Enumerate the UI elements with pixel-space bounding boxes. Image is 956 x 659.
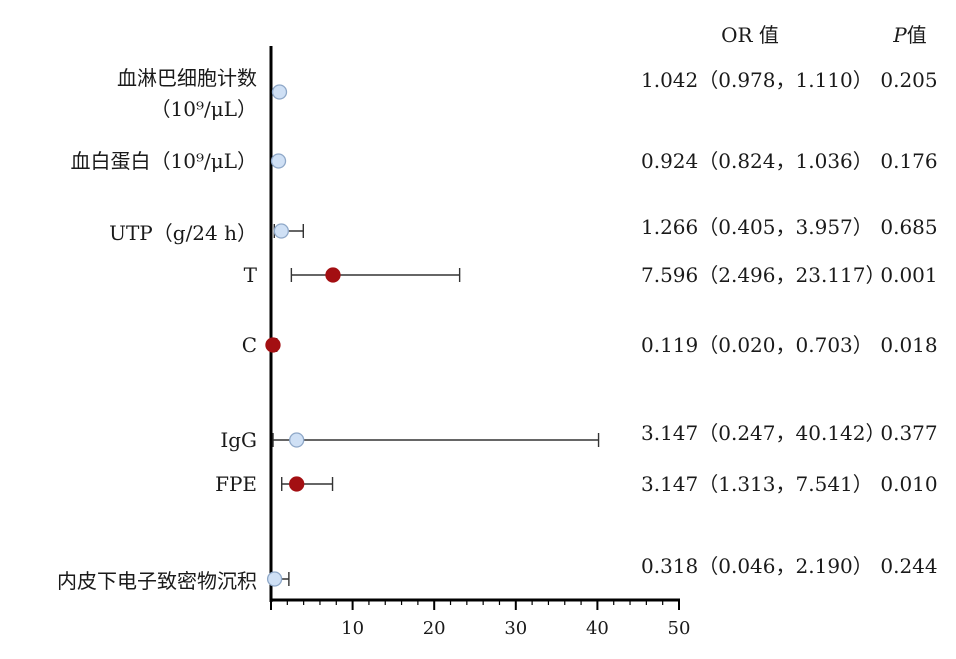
- or-point: [273, 223, 289, 239]
- or-header: OR 值: [721, 23, 779, 47]
- forest-row: T 7.596（2.496，23.117）0.001: [244, 263, 938, 287]
- forest-row: UTP（g/24 h） 1.266（0.405，3.957） 0.685: [109, 215, 938, 245]
- p-header: P值: [892, 23, 926, 47]
- p-header-suffix: 值: [907, 23, 927, 47]
- or-point: [265, 337, 281, 353]
- p-value: 0.205: [880, 68, 937, 92]
- row-label: T: [244, 263, 258, 287]
- forest-rows: 血淋巴细胞计数 （10⁹/μL） 1.042（0.978，1.110） 0.205 血白…: [57, 66, 938, 593]
- p-value: 0.685: [880, 215, 937, 239]
- forest-row: C 0.119（0.020，0.703） 0.018: [242, 333, 938, 357]
- p-header-italic: P: [892, 23, 907, 47]
- x-tick-label: 10: [341, 618, 364, 639]
- p-value: 0.001: [880, 263, 937, 287]
- or-ci-value: 3.147（0.247，40.142）: [641, 421, 886, 445]
- or-point: [289, 476, 305, 492]
- axes: 10 20 30 40 50: [269, 46, 691, 639]
- row-label: （10⁹/μL）: [151, 97, 257, 121]
- x-tick-label: 50: [668, 618, 691, 639]
- x-tick-label: 40: [586, 618, 609, 639]
- p-value: 0.377: [880, 421, 937, 445]
- p-value: 0.018: [880, 333, 937, 357]
- p-value: 0.176: [880, 149, 937, 173]
- p-value: 0.244: [880, 554, 937, 578]
- forest-row: FPE 3.147（1.313，7.541） 0.010: [215, 472, 938, 496]
- or-point: [266, 571, 283, 587]
- forest-row: 内皮下电子致密物沉积 0.318（0.046，2.190） 0.244: [57, 554, 938, 593]
- row-label: FPE: [215, 472, 257, 496]
- row-label: IgG: [220, 428, 257, 452]
- forest-row: 血淋巴细胞计数 （10⁹/μL） 1.042（0.978，1.110） 0.205: [117, 66, 938, 121]
- or-ci-value: 3.147（1.313，7.541）: [641, 472, 873, 496]
- or-point: [289, 432, 305, 448]
- row-label: C: [242, 333, 257, 357]
- or-ci-value: 1.042（0.978，1.110）: [641, 68, 873, 92]
- row-label: 血白蛋白（10⁹/μL）: [71, 149, 257, 173]
- or-point: [325, 267, 341, 283]
- p-value: 0.010: [880, 472, 937, 496]
- forest-row: 血白蛋白（10⁹/μL） 0.924（0.824，1.036） 0.176: [71, 149, 938, 173]
- or-ci-value: 0.318（0.046，2.190）: [641, 554, 873, 578]
- or-ci-value: 0.924（0.824，1.036）: [641, 149, 873, 173]
- or-point: [270, 153, 287, 169]
- row-label: 内皮下电子致密物沉积: [57, 569, 257, 593]
- or-point: [271, 84, 288, 100]
- x-tick-label: 20: [423, 618, 446, 639]
- or-ci-value: 7.596（2.496，23.117）: [641, 263, 886, 287]
- or-ci-value: 0.119（0.020，0.703）: [641, 333, 873, 357]
- x-tick-label: 30: [504, 618, 527, 639]
- row-label: UTP（g/24 h）: [109, 221, 257, 245]
- row-label: 血淋巴细胞计数: [117, 66, 257, 90]
- or-ci-value: 1.266（0.405，3.957）: [641, 215, 873, 239]
- table-headers: OR 值 P值: [721, 23, 927, 47]
- forest-row: IgG 3.147（0.247，40.142）0.377: [220, 421, 937, 452]
